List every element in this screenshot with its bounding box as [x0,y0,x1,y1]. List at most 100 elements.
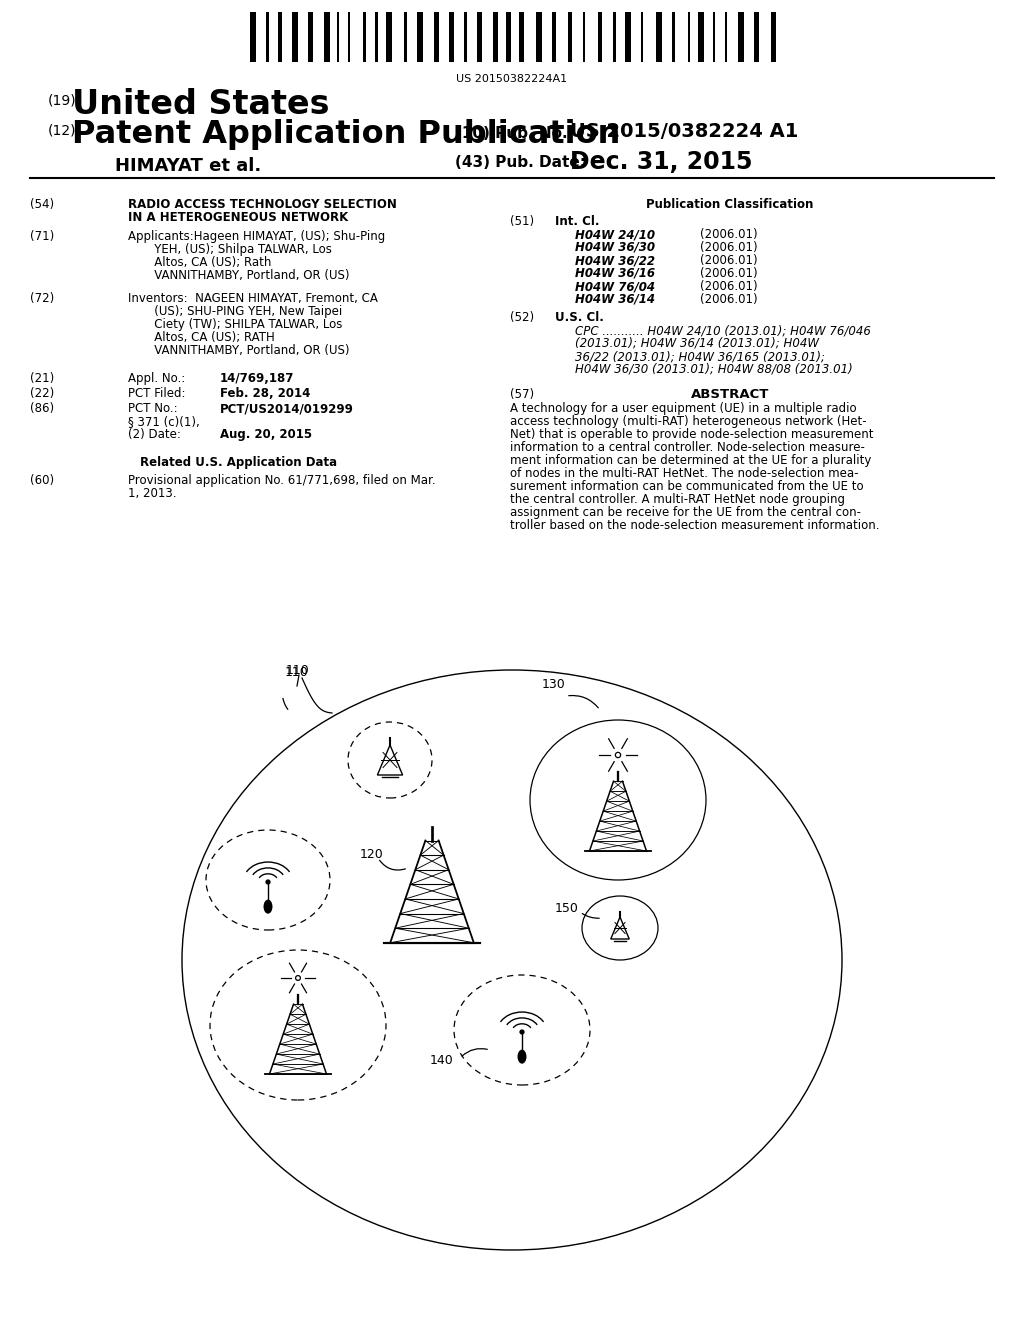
Text: Feb. 28, 2014: Feb. 28, 2014 [220,387,310,400]
Text: the central controller. A multi-RAT HetNet node grouping: the central controller. A multi-RAT HetN… [510,492,845,506]
Text: information to a central controller. Node-selection measure-: information to a central controller. Nod… [510,441,865,454]
Text: (2006.01): (2006.01) [700,253,758,267]
Bar [449,12,454,62]
Bar [568,12,572,62]
Text: U.S. Cl.: U.S. Cl. [555,312,604,323]
Text: Related U.S. Application Data: Related U.S. Application Data [140,455,337,469]
Text: US 20150382224A1: US 20150382224A1 [457,74,567,84]
Text: 110: 110 [286,664,309,676]
Bar [583,12,585,62]
Bar [404,12,407,62]
Text: Appl. No.:: Appl. No.: [128,372,185,385]
Text: 150: 150 [555,902,579,915]
Text: 1, 2013.: 1, 2013. [128,487,176,500]
Text: (2013.01); H04W 36/14 (2013.01); H04W: (2013.01); H04W 36/14 (2013.01); H04W [575,337,819,350]
Bar [625,12,631,62]
Text: 14/769,187: 14/769,187 [220,372,294,385]
Text: Inventors:  NAGEEN HIMAYAT, Fremont, CA: Inventors: NAGEEN HIMAYAT, Fremont, CA [128,292,378,305]
Text: H04W 76/04: H04W 76/04 [575,280,655,293]
Text: (2006.01): (2006.01) [700,267,758,280]
Bar [278,12,282,62]
Text: CPC ........... H04W 24/10 (2013.01); H04W 76/046: CPC ........... H04W 24/10 (2013.01); H0… [575,323,870,337]
Bar [519,12,524,62]
Text: assignment can be receive for the UE from the central con-: assignment can be receive for the UE fro… [510,506,861,519]
Text: YEH, (US); Shilpa TALWAR, Los: YEH, (US); Shilpa TALWAR, Los [128,243,332,256]
Text: (2) Date:: (2) Date: [128,428,181,441]
Text: (2006.01): (2006.01) [700,228,758,242]
Text: (10) Pub. No.:: (10) Pub. No.: [455,125,573,141]
Text: (US); SHU-PING YEH, New Taipei: (US); SHU-PING YEH, New Taipei [128,305,342,318]
Text: (22): (22) [30,387,54,400]
Text: ment information can be determined at the UE for a plurality: ment information can be determined at th… [510,454,871,467]
Bar [713,12,715,62]
Bar [698,12,705,62]
Text: PCT No.:: PCT No.: [128,403,177,414]
Text: VANNITHAMBY, Portland, OR (US): VANNITHAMBY, Portland, OR (US) [128,345,349,356]
Text: H04W 36/14: H04W 36/14 [575,293,655,306]
Bar [308,12,313,62]
Text: (54): (54) [30,198,54,211]
Text: Dec. 31, 2015: Dec. 31, 2015 [570,150,753,174]
Bar [477,12,482,62]
Text: (2006.01): (2006.01) [700,280,758,293]
Text: Altos, CA (US); Rath: Altos, CA (US); Rath [128,256,271,269]
Bar [292,12,298,62]
Bar [656,12,662,62]
Text: 140: 140 [430,1053,454,1067]
Bar [506,12,511,62]
Text: H04W 36/30: H04W 36/30 [575,242,655,253]
Text: Aug. 20, 2015: Aug. 20, 2015 [220,428,312,441]
Text: § 371 (c)(1),: § 371 (c)(1), [128,414,200,428]
Bar [641,12,643,62]
Bar [613,12,616,62]
Bar [552,12,556,62]
Text: (71): (71) [30,230,54,243]
Ellipse shape [263,900,272,913]
Text: (2006.01): (2006.01) [700,242,758,253]
Bar [536,12,542,62]
Bar [598,12,602,62]
Bar [375,12,378,62]
Text: Patent Application Publication: Patent Application Publication [72,119,621,150]
Text: HIMAYAT et al.: HIMAYAT et al. [115,157,261,176]
Text: (86): (86) [30,403,54,414]
Text: Publication Classification: Publication Classification [646,198,814,211]
Bar [348,12,350,62]
Text: 110: 110 [285,665,309,678]
Text: United States: United States [72,88,330,121]
Bar [738,12,744,62]
Text: 130: 130 [542,678,565,692]
Bar [417,12,423,62]
Text: H04W 36/30 (2013.01); H04W 88/08 (2013.01): H04W 36/30 (2013.01); H04W 88/08 (2013.0… [575,363,853,376]
Bar [771,12,776,62]
Text: Net) that is operable to provide node-selection measurement: Net) that is operable to provide node-se… [510,428,873,441]
Text: PCT Filed:: PCT Filed: [128,387,185,400]
Text: H04W 24/10: H04W 24/10 [575,228,655,242]
Bar [324,12,330,62]
Text: (57): (57) [510,388,535,401]
Text: (52): (52) [510,312,535,323]
Text: ABSTRACT: ABSTRACT [691,388,769,401]
Bar [493,12,498,62]
Text: of nodes in the multi-RAT HetNet. The node-selection mea-: of nodes in the multi-RAT HetNet. The no… [510,467,858,480]
Text: H04W 36/22: H04W 36/22 [575,253,655,267]
Circle shape [520,1030,524,1034]
Text: Provisional application No. 61/771,698, filed on Mar.: Provisional application No. 61/771,698, … [128,474,435,487]
Bar [386,12,392,62]
Text: (60): (60) [30,474,54,487]
Circle shape [266,880,270,884]
Text: troller based on the node-selection measurement information.: troller based on the node-selection meas… [510,519,880,532]
Bar [434,12,439,62]
Bar [250,12,256,62]
Text: Ciety (TW); SHILPA TALWAR, Los: Ciety (TW); SHILPA TALWAR, Los [128,318,342,331]
Text: US 2015/0382224 A1: US 2015/0382224 A1 [570,121,799,141]
Text: (2006.01): (2006.01) [700,293,758,306]
Text: (12): (12) [48,123,77,137]
Text: (19): (19) [48,92,77,107]
Text: (21): (21) [30,372,54,385]
Text: (43) Pub. Date:: (43) Pub. Date: [455,154,586,170]
Text: surement information can be communicated from the UE to: surement information can be communicated… [510,480,863,492]
Text: Int. Cl.: Int. Cl. [555,215,599,228]
Ellipse shape [517,1049,526,1064]
Text: Altos, CA (US); RATH: Altos, CA (US); RATH [128,331,274,345]
